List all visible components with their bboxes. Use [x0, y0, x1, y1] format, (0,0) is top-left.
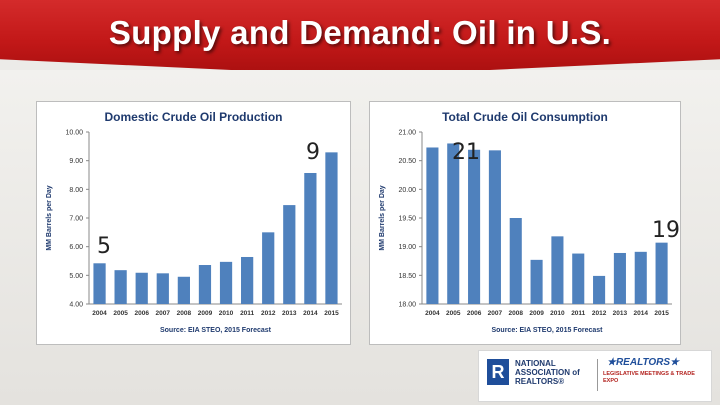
y-tick-label: 18.50	[398, 273, 416, 280]
x-tick-label: 2005	[113, 310, 128, 317]
y-tick-label: 6.00	[69, 244, 83, 251]
x-tick-label: 2006	[467, 310, 482, 317]
x-tick-label: 2013	[282, 310, 297, 317]
y-tick-label: 8.00	[69, 187, 83, 194]
y-tick-label: 10.00	[65, 130, 83, 137]
slide-title: Supply and Demand: Oil in U.S.	[108, 14, 612, 51]
production-chart-frame: Domestic Crude Oil Production MM Barrels …	[36, 101, 351, 345]
bar	[530, 259, 543, 304]
x-tick-label: 2004	[92, 310, 107, 317]
bar	[613, 252, 626, 304]
bar	[572, 253, 585, 304]
x-tick-label: 2009	[198, 310, 213, 317]
consumption-chart-frame: Total Crude Oil Consumption MM Barrels pe…	[369, 101, 681, 345]
bar	[634, 251, 647, 304]
bar	[488, 150, 501, 304]
x-tick-label: 2015	[324, 310, 339, 317]
bar	[447, 143, 460, 304]
y-axis-label: MM Barrels per Day	[379, 185, 386, 250]
y-tick-label: 7.00	[69, 216, 83, 223]
x-tick-label: 2010	[219, 310, 234, 317]
bar	[468, 149, 481, 304]
chart-source: Source: EIA STEO, 2015 Forecast	[160, 327, 272, 334]
consumption-chart: Total Crude Oil Consumption MM Barrels pe…	[379, 110, 672, 334]
x-tick-label: 2013	[613, 310, 628, 317]
bar	[135, 272, 148, 304]
x-tick-label: 2012	[261, 310, 276, 317]
title-banner	[0, 0, 720, 76]
x-tick-label: 2011	[571, 310, 585, 317]
y-tick-label: 19.50	[398, 216, 416, 223]
bar	[219, 261, 233, 304]
x-tick-label: 2006	[134, 310, 149, 317]
production-low-label: 5	[97, 234, 111, 259]
y-tick-label: 19.00	[398, 244, 416, 251]
x-tick-label: 2015	[654, 310, 669, 317]
bar	[241, 256, 254, 304]
bar	[509, 218, 522, 304]
y-axis-label: MM Barrels per Day	[46, 185, 53, 250]
bar	[114, 270, 127, 304]
realtor-r-logo: R	[487, 359, 509, 385]
x-tick-label: 2005	[446, 310, 461, 317]
x-tick-label: 2008	[509, 310, 524, 317]
y-tick-label: 9.00	[69, 158, 83, 165]
x-tick-label: 2010	[550, 310, 565, 317]
consumption-low-label: 19	[652, 218, 680, 243]
x-tick-label: 2007	[488, 310, 503, 317]
consumption-high-label: 21	[452, 140, 480, 165]
bar	[198, 265, 212, 304]
footer-logos: R NATIONAL ASSOCIATION of REALTORS® ★REA…	[478, 350, 712, 402]
x-tick-label: 2008	[177, 310, 192, 317]
x-tick-label: 2014	[634, 310, 649, 317]
nar-label: NATIONAL ASSOCIATION of REALTORS®	[515, 359, 580, 386]
x-tick-label: 2004	[425, 310, 440, 317]
x-tick-label: 2014	[303, 310, 318, 317]
bar	[262, 232, 275, 304]
bar	[426, 147, 439, 304]
production-chart: Domestic Crude Oil Production MM Barrels …	[46, 110, 342, 334]
realtors-sub-label: LEGISLATIVE MEETINGS & TRADE EXPO	[603, 371, 695, 384]
x-tick-label: 2011	[240, 310, 254, 317]
bar	[325, 152, 338, 304]
bar	[283, 205, 296, 304]
bar	[156, 273, 169, 304]
bar	[551, 236, 564, 304]
y-tick-label: 21.00	[398, 130, 416, 137]
chart-source: Source: EIA STEO, 2015 Forecast	[491, 327, 603, 334]
bar	[177, 276, 190, 304]
x-tick-label: 2007	[156, 310, 171, 317]
chart-title: Domestic Crude Oil Production	[104, 110, 282, 124]
bar	[655, 242, 668, 304]
logo-divider	[597, 359, 598, 391]
y-tick-label: 18.00	[398, 302, 416, 309]
x-tick-label: 2009	[529, 310, 544, 317]
bar	[93, 263, 106, 304]
realtors-label: ★REALTORS★	[607, 357, 680, 368]
bar	[304, 172, 317, 304]
y-tick-label: 4.00	[69, 302, 83, 309]
y-tick-label: 5.00	[69, 273, 83, 280]
production-high-label: 9	[306, 140, 320, 165]
x-tick-label: 2012	[592, 310, 607, 317]
y-tick-label: 20.50	[398, 158, 416, 165]
chart-title: Total Crude Oil Consumption	[442, 110, 608, 124]
y-tick-label: 20.00	[398, 187, 416, 194]
bar	[593, 275, 606, 304]
